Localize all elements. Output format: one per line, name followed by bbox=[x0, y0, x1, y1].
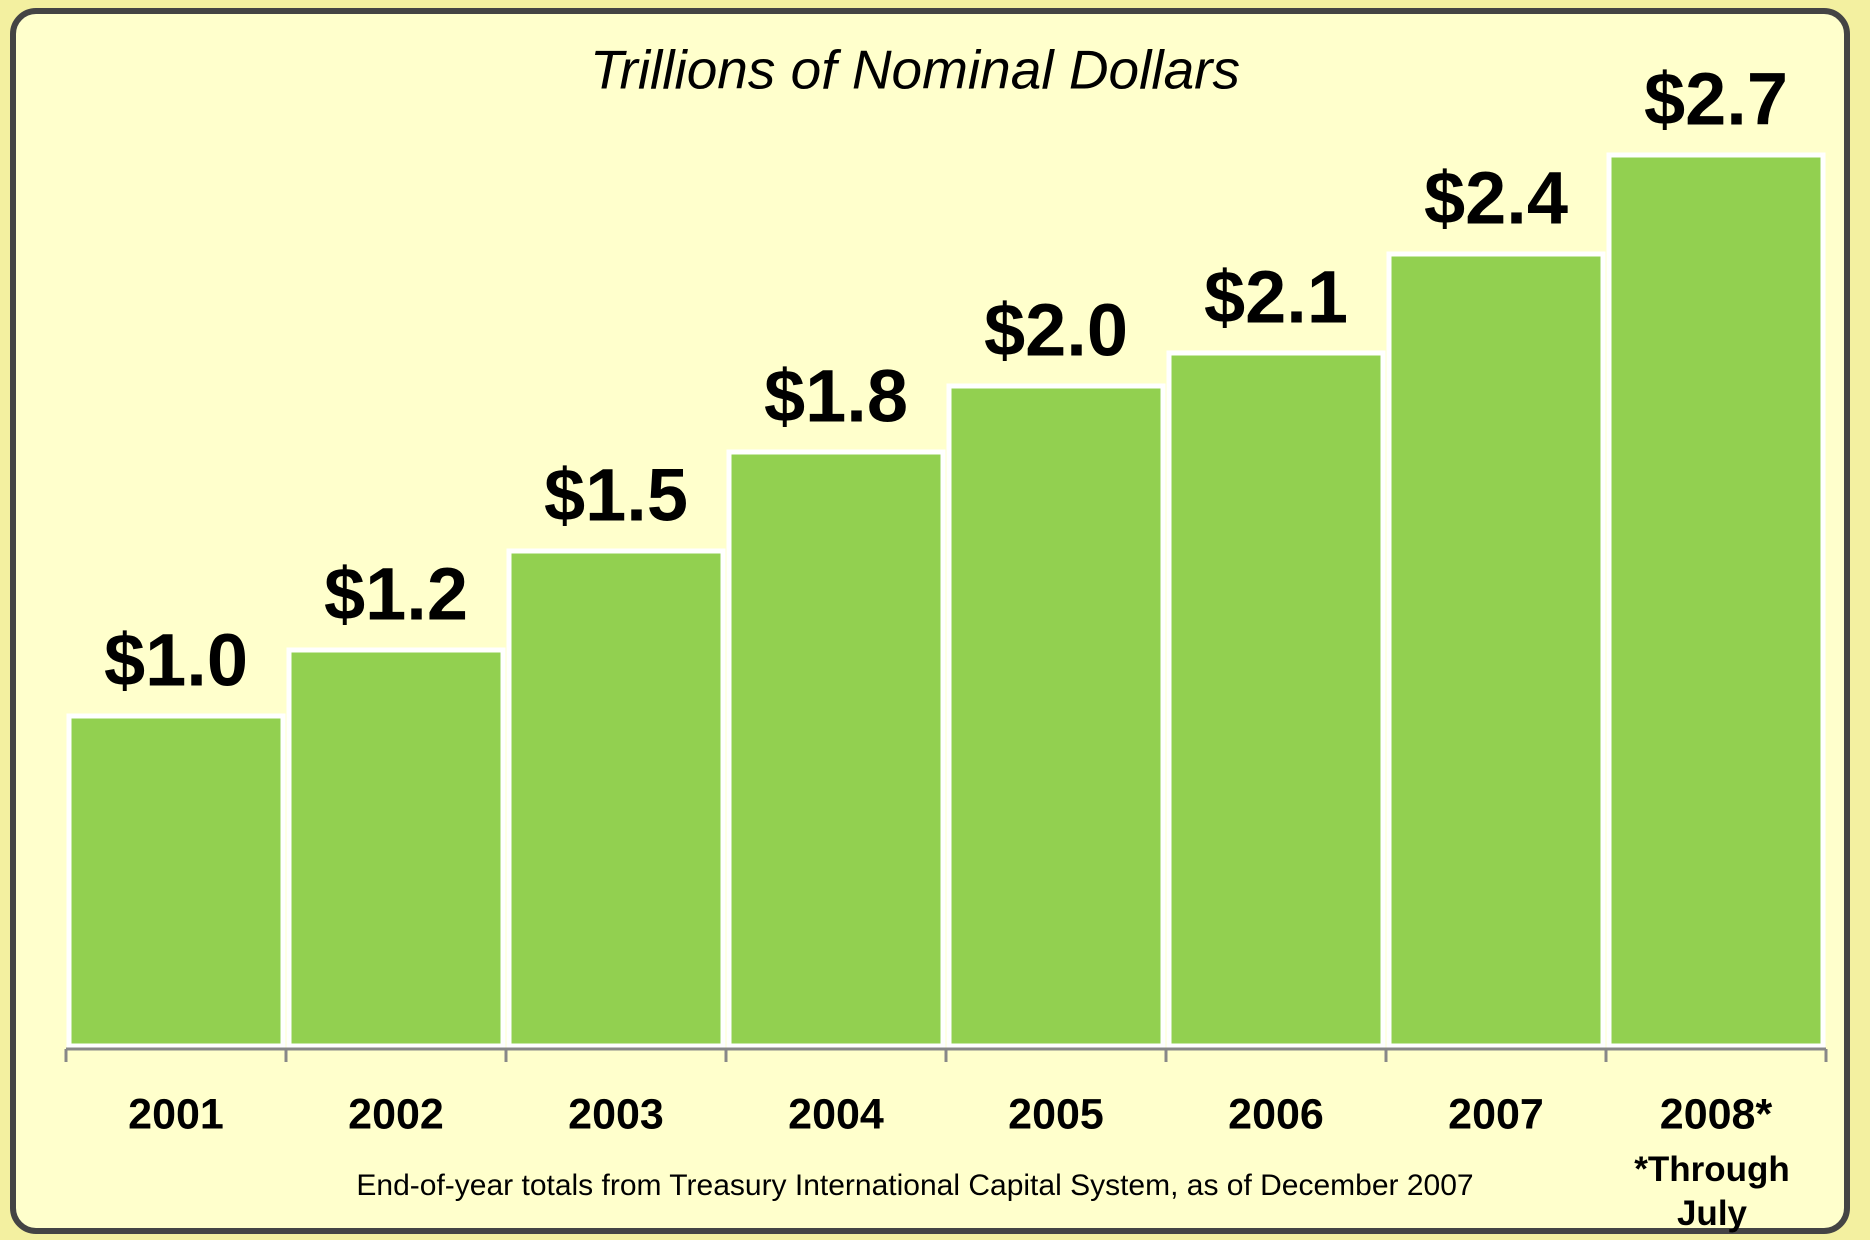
bar bbox=[726, 449, 946, 1049]
value-label: $1.8 bbox=[764, 355, 908, 438]
bar bbox=[66, 713, 286, 1049]
x-tick-label: 2006 bbox=[1228, 1090, 1324, 1138]
value-label: $1.0 bbox=[104, 619, 248, 702]
bar bbox=[506, 548, 726, 1049]
value-label: $1.5 bbox=[544, 454, 688, 537]
value-label: $2.1 bbox=[1204, 256, 1348, 339]
bar bbox=[286, 647, 506, 1049]
bar bbox=[1606, 152, 1826, 1049]
bar bbox=[1386, 251, 1606, 1049]
bar bbox=[946, 383, 1166, 1049]
chart-title: Trillions of Nominal Dollars bbox=[590, 39, 1240, 101]
value-label: $2.0 bbox=[984, 289, 1128, 372]
x-tick-label: 2001 bbox=[128, 1090, 224, 1138]
value-label: $2.4 bbox=[1424, 157, 1568, 240]
x-tick-label: 2007 bbox=[1448, 1090, 1544, 1138]
value-label: $1.2 bbox=[324, 553, 468, 636]
value-label: $2.7 bbox=[1644, 58, 1788, 141]
x-tick-label: 2004 bbox=[788, 1090, 884, 1138]
x-tick-label: 2005 bbox=[1008, 1090, 1104, 1138]
x-tick-label: 2008* bbox=[1660, 1090, 1773, 1138]
annotation: *Through July bbox=[1634, 1150, 1790, 1233]
x-tick-label: 2002 bbox=[348, 1090, 444, 1138]
bar bbox=[1166, 350, 1386, 1049]
x-tick-label: 2003 bbox=[568, 1090, 664, 1138]
chart-note: End-of-year totals from Treasury Interna… bbox=[356, 1169, 1473, 1202]
